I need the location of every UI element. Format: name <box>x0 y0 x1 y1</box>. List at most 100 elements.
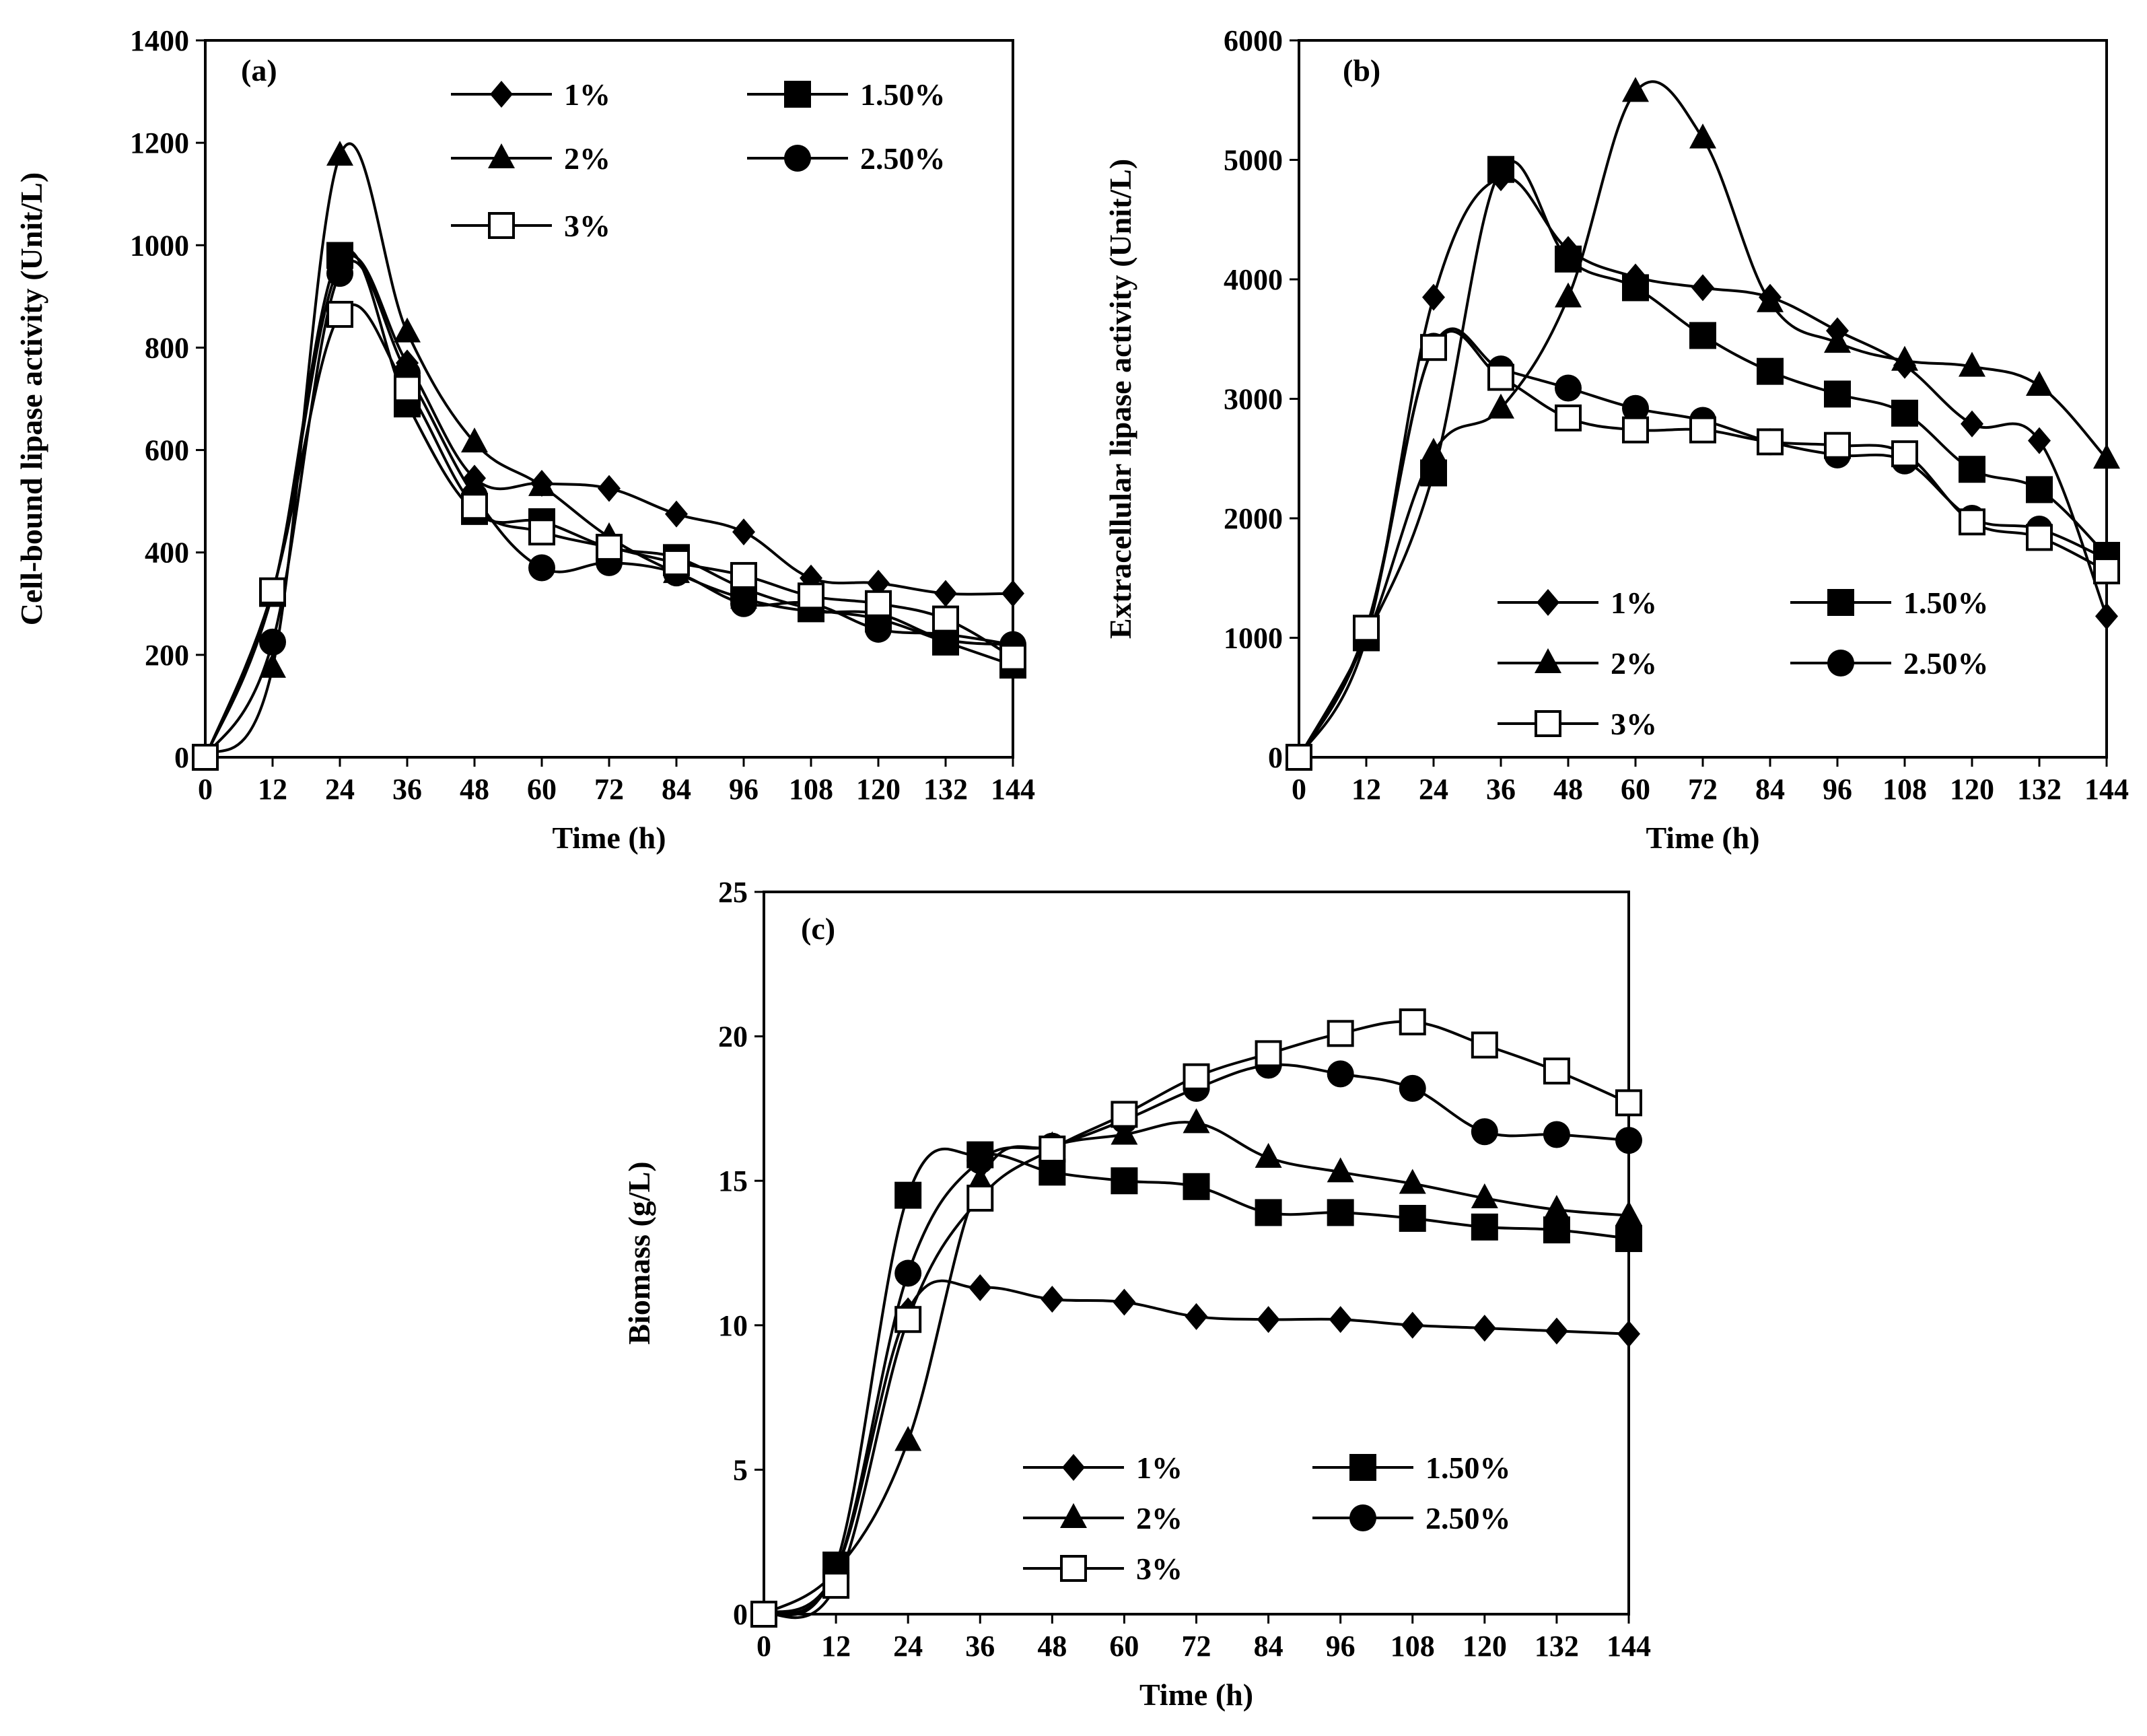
data-point <box>1487 363 1514 391</box>
data-point <box>394 317 421 343</box>
data-point <box>1824 431 1851 459</box>
legend-label: 1.50% <box>1903 586 1989 620</box>
x-tick-label: 48 <box>1037 1630 1067 1663</box>
legend-label: 1% <box>1611 586 1657 620</box>
y-tick-label: 25 <box>718 876 748 909</box>
y-axis-title: Biomass (g/L) <box>622 1161 656 1344</box>
x-tick-label: 12 <box>1351 773 1381 806</box>
x-tick-label: 24 <box>325 773 355 806</box>
y-tick-label: 600 <box>145 434 189 467</box>
data-point <box>1327 1060 1354 1088</box>
data-point <box>1471 1213 1498 1241</box>
y-tick-label: 3000 <box>1224 383 1283 416</box>
legend-label: 2% <box>564 141 610 176</box>
x-tick-label: 0 <box>198 773 213 806</box>
x-tick-label: 60 <box>527 773 557 806</box>
x-tick-label: 12 <box>258 773 287 806</box>
legend-item: 2% <box>1498 646 1657 681</box>
legend-label: 1.50% <box>860 77 946 112</box>
data-point <box>259 628 286 656</box>
x-axis-title: Time (h) <box>1139 1677 1253 1712</box>
legend-label: 3% <box>564 209 610 243</box>
data-point <box>999 644 1026 671</box>
data-point <box>865 590 892 617</box>
series-2.50% <box>750 1051 1642 1628</box>
y-tick-label: 6000 <box>1224 24 1283 57</box>
x-tick-label: 36 <box>965 1630 995 1663</box>
data-point <box>326 141 353 166</box>
series-line <box>763 1121 1629 1616</box>
data-point <box>1891 345 1918 371</box>
x-tick-label: 132 <box>923 773 968 806</box>
legend-label: 3% <box>1136 1552 1183 1586</box>
data-point <box>798 582 824 610</box>
series-3% <box>192 300 1026 771</box>
data-point <box>663 549 690 576</box>
series-line <box>1298 327 2107 758</box>
data-point <box>1545 1317 1568 1345</box>
legend-label: 1% <box>1136 1451 1183 1485</box>
legend-item: 1% <box>451 77 610 112</box>
data-point <box>461 493 488 520</box>
data-point <box>259 652 286 678</box>
legend-marker <box>488 212 515 239</box>
y-tick-label: 200 <box>145 639 189 672</box>
legend-label: 2.50% <box>860 141 946 176</box>
series-1.50% <box>192 242 1026 771</box>
data-point <box>1039 1135 1066 1162</box>
data-point <box>1622 274 1649 302</box>
data-point <box>2093 557 2120 585</box>
data-point <box>461 427 488 453</box>
legend-label: 2% <box>1136 1501 1183 1535</box>
y-tick-label: 0 <box>1268 741 1283 774</box>
data-point <box>1487 155 1514 183</box>
x-tick-label: 36 <box>1486 773 1516 806</box>
legend-marker <box>490 81 513 108</box>
data-point <box>326 300 353 328</box>
data-point <box>1399 1169 1426 1194</box>
y-tick-label: 400 <box>145 536 189 569</box>
x-tick-label: 24 <box>1419 773 1448 806</box>
x-tick-label: 48 <box>460 773 489 806</box>
series-line <box>763 1279 1629 1616</box>
legend-item: 3% <box>1498 707 1657 741</box>
data-point <box>2093 444 2120 469</box>
y-axis-title: Cell-bound lipase activity (Unit/L) <box>14 172 48 625</box>
data-point <box>1689 416 1716 444</box>
data-point <box>665 500 688 528</box>
legend-label: 3% <box>1611 707 1657 741</box>
y-tick-label: 2000 <box>1224 502 1283 535</box>
data-point <box>1111 1167 1138 1195</box>
x-tick-label: 84 <box>1254 1630 1283 1663</box>
series-line <box>1298 330 2107 758</box>
panel-label: (b) <box>1343 53 1380 88</box>
legend-marker <box>784 81 811 108</box>
x-tick-label: 120 <box>856 773 901 806</box>
legend-marker <box>784 145 811 172</box>
data-point <box>1183 1063 1210 1090</box>
series-3% <box>1286 330 2120 771</box>
data-point <box>1622 416 1649 444</box>
x-tick-label: 108 <box>1391 1630 1435 1663</box>
data-point <box>1399 1008 1426 1036</box>
legend: 1% 1.50% 2% 2.50% 3% <box>1498 586 1989 741</box>
chart-panel-3: 0 5 10 15 20 25 0 12 24 36 48 60 72 84 96 108 120 132 144 T… <box>622 876 1651 1712</box>
data-point <box>932 605 959 633</box>
series-line <box>1298 80 2108 758</box>
legend-marker <box>488 143 515 168</box>
y-tick-label: 10 <box>718 1309 748 1342</box>
legend-item: 1.50% <box>1312 1451 1511 1485</box>
data-point <box>730 590 757 617</box>
data-point <box>1555 282 1582 308</box>
y-tick-label: 1000 <box>130 229 189 262</box>
x-tick-label: 0 <box>756 1630 771 1663</box>
x-tick-label: 120 <box>1950 773 1994 806</box>
data-point <box>867 569 890 597</box>
data-point <box>1399 1204 1426 1232</box>
x-tick-label: 108 <box>789 773 833 806</box>
data-point <box>1757 357 1784 385</box>
data-point <box>596 534 623 561</box>
legend-marker <box>1349 1504 1376 1531</box>
x-tick-label: 96 <box>1823 773 1852 806</box>
